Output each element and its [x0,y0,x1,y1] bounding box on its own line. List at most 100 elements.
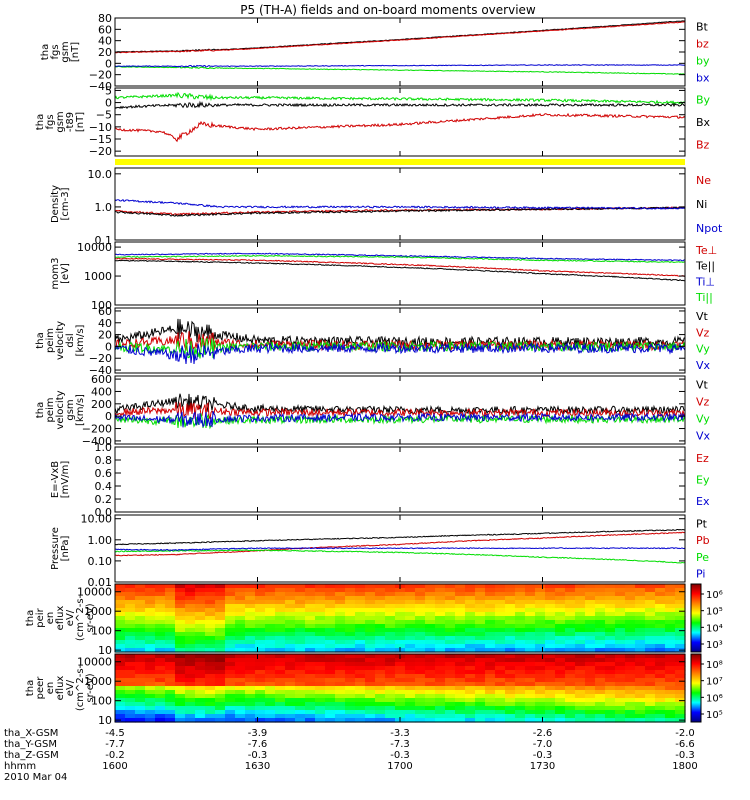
heatmap-cell [325,644,336,649]
heatmap-cell [435,670,446,675]
heatmap-cell [235,654,246,659]
heatmap-cell [635,718,646,723]
heatmap-cell [305,604,316,609]
heatmap-cell [255,702,266,707]
heatmap-cell [275,682,286,687]
heatmap-cell [585,702,596,707]
heatmap-cell [505,714,516,719]
heatmap-cell [395,682,406,687]
heatmap-cell [315,714,326,719]
heatmap-cell [185,620,196,625]
legend-entry: Vy [696,343,710,356]
heatmap-cell [565,648,576,653]
heatmap-cell [435,640,446,645]
heatmap-cell [215,620,226,625]
heatmap-cell [585,592,596,597]
heatmap-cell [165,690,176,695]
heatmap-cell [375,658,386,663]
heatmap-cell [145,588,156,593]
heatmap-cell [165,640,176,645]
heatmap-cell [365,592,376,597]
heatmap-cell [345,694,356,699]
heatmap-cell [515,698,526,703]
y-tick-label: 0.6 [95,467,113,480]
heatmap-cell [185,706,196,711]
heatmap-cell [205,608,216,613]
heatmap-cell [405,648,416,653]
heatmap-cell [345,662,356,667]
heatmap-cell [545,710,556,715]
heatmap-cell [315,702,326,707]
heatmap-cell [305,600,316,605]
heatmap-cell [175,640,186,645]
heatmap-cell [425,632,436,637]
heatmap-cell [385,604,396,609]
heatmap-cell [175,604,186,609]
heatmap-cell [195,658,206,663]
heatmap-cell [385,694,396,699]
heatmap-cell [465,710,476,715]
heatmap-cell [475,670,486,675]
heatmap-cell [375,682,386,687]
heatmap-cell [385,698,396,703]
heatmap-cell [555,612,566,617]
heatmap-cell [635,682,646,687]
heatmap-cell [495,670,506,675]
heatmap-cell [575,678,586,683]
x-row-value: -3.9 [248,728,268,739]
heatmap-cell [505,648,516,653]
heatmap-cell [435,636,446,641]
heatmap-cell [305,640,316,645]
heatmap-cell [475,714,486,719]
heatmap-cell [375,714,386,719]
heatmap-cell [135,632,146,637]
heatmap-cell [285,670,296,675]
heatmap-cell [135,666,146,671]
heatmap-cell [515,616,526,621]
heatmap-cell [655,698,666,703]
heatmap-cell [485,678,496,683]
heatmap-cell [385,648,396,653]
heatmap-cell [585,620,596,625]
heatmap-cell [615,608,626,613]
heatmap-cell [655,644,666,649]
heatmap-cell [425,674,436,679]
heatmap-cell [555,600,566,605]
heatmap-cell [325,682,336,687]
heatmap-cell [635,620,646,625]
heatmap-cell [175,714,186,719]
heatmap-cell [475,624,486,629]
heatmap-cell [325,604,336,609]
heatmap-cell [395,714,406,719]
panel-frame [114,446,686,513]
heatmap-cell [545,632,556,637]
heatmap-cell [205,674,216,679]
heatmap-cell [285,702,296,707]
heatmap-cell [295,706,306,711]
heatmap-cell [135,690,146,695]
heatmap-cell [505,636,516,641]
heatmap-cell [335,654,346,659]
heatmap-cell [125,658,136,663]
heatmap-cell [605,628,616,633]
heatmap-cell [565,702,576,707]
heatmap-cell [185,648,196,653]
heatmap-cell [595,632,606,637]
heatmap-cell [515,702,526,707]
heatmap-cell [425,628,436,633]
heatmap-cell [345,674,356,679]
heatmap-cell [385,612,396,617]
heatmap-cell [345,718,356,723]
heatmap-cell [335,662,346,667]
heatmap-cell [465,584,476,589]
heatmap-cell [595,588,606,593]
heatmap-cell [125,690,136,695]
heatmap-cell [655,628,666,633]
heatmap-cell [395,662,406,667]
heatmap-cell [655,682,666,687]
heatmap-cell [605,698,616,703]
heatmap-cell [135,648,146,653]
heatmap-cell [435,644,446,649]
heatmap-cell [225,608,236,613]
